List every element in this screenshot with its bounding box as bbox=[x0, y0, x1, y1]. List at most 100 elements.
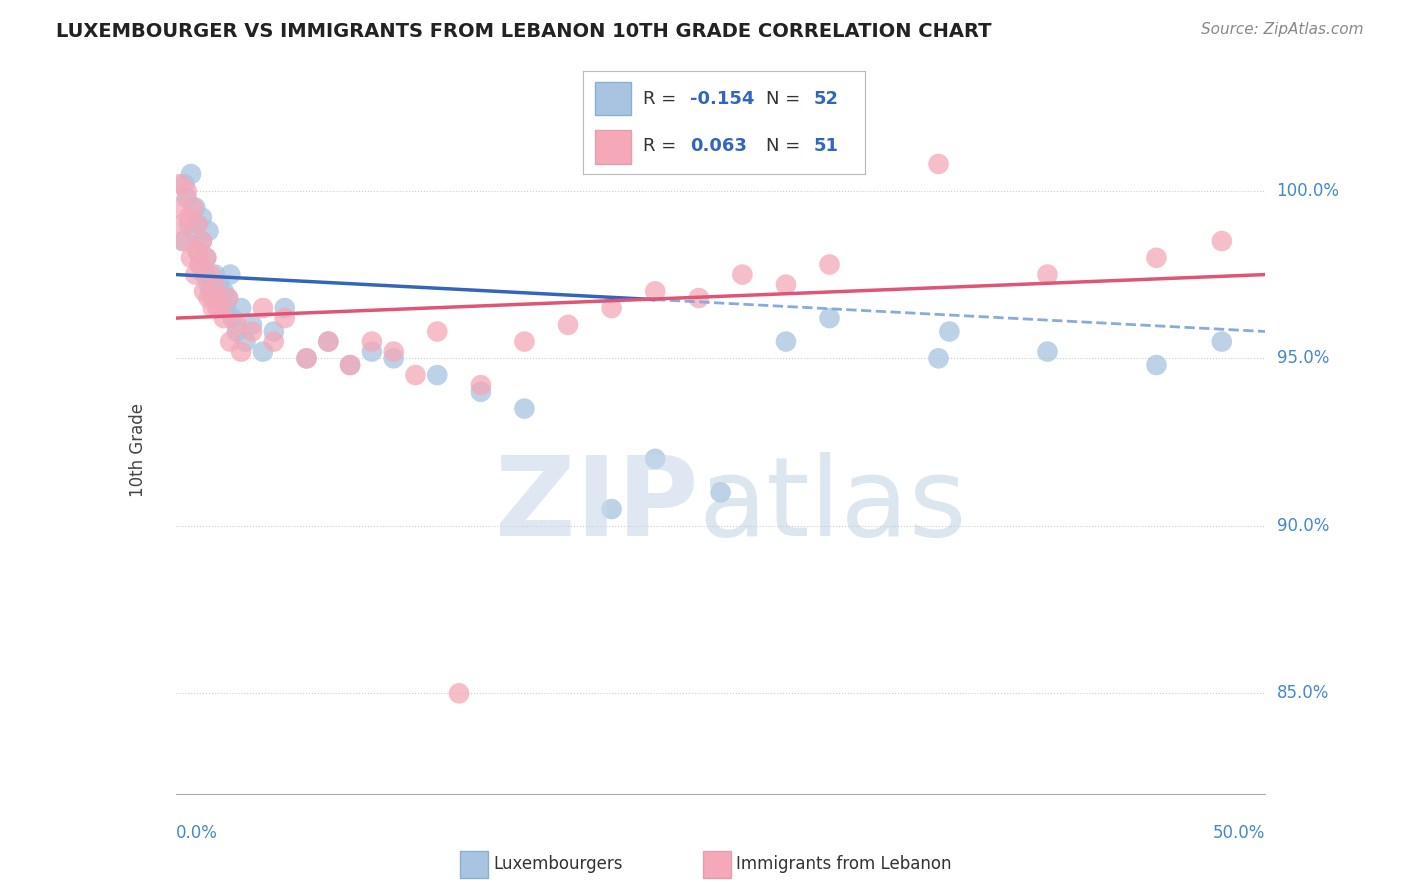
Point bbox=[212, 311, 235, 326]
Point bbox=[197, 291, 219, 305]
Point bbox=[240, 318, 263, 332]
Point bbox=[201, 291, 224, 305]
Text: -0.154: -0.154 bbox=[690, 90, 755, 108]
Point bbox=[263, 325, 285, 339]
Point bbox=[405, 368, 427, 382]
Point bbox=[177, 217, 200, 231]
Point bbox=[513, 401, 536, 416]
Point bbox=[274, 301, 297, 315]
Point bbox=[181, 224, 204, 238]
Text: Luxembourgers: Luxembourgers bbox=[494, 855, 623, 873]
Text: LUXEMBOURGER VS IMMIGRANTS FROM LEBANON 10TH GRADE CORRELATION CHART: LUXEMBOURGER VS IMMIGRANTS FROM LEBANON … bbox=[56, 22, 991, 41]
Point bbox=[600, 502, 623, 516]
Point bbox=[928, 351, 950, 366]
Point bbox=[211, 291, 233, 305]
Text: R =: R = bbox=[643, 137, 682, 155]
Point bbox=[191, 234, 214, 248]
Point bbox=[201, 301, 224, 315]
Point bbox=[225, 325, 247, 339]
Text: 51: 51 bbox=[814, 137, 839, 155]
Text: N =: N = bbox=[766, 90, 806, 108]
Point bbox=[180, 167, 202, 181]
Point bbox=[186, 244, 209, 259]
Point bbox=[181, 201, 204, 215]
Point bbox=[295, 351, 318, 366]
Point bbox=[361, 334, 384, 349]
Text: 52: 52 bbox=[814, 90, 839, 108]
Point bbox=[557, 318, 579, 332]
Point bbox=[1211, 234, 1233, 248]
Text: 50.0%: 50.0% bbox=[1213, 824, 1265, 842]
Point bbox=[219, 268, 242, 282]
Point bbox=[710, 485, 733, 500]
Text: N =: N = bbox=[766, 137, 806, 155]
Point bbox=[204, 277, 226, 292]
Point bbox=[225, 318, 247, 332]
Point bbox=[191, 234, 214, 248]
Point bbox=[221, 311, 243, 326]
Point bbox=[318, 334, 340, 349]
Point bbox=[195, 251, 218, 265]
Text: 0.0%: 0.0% bbox=[176, 824, 218, 842]
Point bbox=[818, 258, 841, 272]
Point bbox=[215, 301, 238, 315]
Point bbox=[775, 334, 797, 349]
Text: 95.0%: 95.0% bbox=[1277, 350, 1329, 368]
Point bbox=[274, 311, 297, 326]
Point bbox=[295, 351, 318, 366]
Point bbox=[1036, 344, 1059, 359]
Point bbox=[1146, 358, 1168, 372]
Point bbox=[186, 217, 209, 231]
Point bbox=[169, 177, 191, 191]
Point bbox=[231, 344, 253, 359]
Point bbox=[426, 368, 449, 382]
Point bbox=[205, 291, 228, 305]
Text: 10th Grade: 10th Grade bbox=[128, 403, 146, 498]
Point bbox=[188, 258, 211, 272]
Point bbox=[252, 344, 274, 359]
Point bbox=[235, 334, 257, 349]
FancyBboxPatch shape bbox=[595, 82, 631, 115]
Point bbox=[688, 291, 710, 305]
Point bbox=[928, 157, 950, 171]
Point bbox=[1146, 251, 1168, 265]
Point bbox=[382, 351, 405, 366]
Point bbox=[186, 244, 209, 259]
Text: 0.063: 0.063 bbox=[690, 137, 747, 155]
Text: atlas: atlas bbox=[699, 452, 967, 559]
Point bbox=[172, 234, 194, 248]
Point bbox=[204, 268, 226, 282]
Point bbox=[197, 224, 219, 238]
Point bbox=[775, 277, 797, 292]
Point bbox=[938, 325, 960, 339]
Point bbox=[318, 334, 340, 349]
Point bbox=[263, 334, 285, 349]
Point bbox=[173, 177, 195, 191]
Point bbox=[208, 301, 231, 315]
Point bbox=[208, 277, 231, 292]
FancyBboxPatch shape bbox=[595, 130, 631, 163]
Point bbox=[219, 334, 242, 349]
Point bbox=[205, 301, 228, 315]
Point bbox=[200, 268, 222, 282]
Point bbox=[195, 251, 218, 265]
Text: 90.0%: 90.0% bbox=[1277, 516, 1329, 535]
Point bbox=[177, 211, 200, 225]
Point bbox=[186, 217, 209, 231]
Point bbox=[188, 258, 211, 272]
Text: R =: R = bbox=[643, 90, 682, 108]
Point bbox=[339, 358, 361, 372]
Point bbox=[231, 301, 253, 315]
Point bbox=[200, 285, 222, 299]
Point bbox=[217, 291, 239, 305]
Point bbox=[426, 325, 449, 339]
Point bbox=[212, 285, 235, 299]
Point bbox=[339, 358, 361, 372]
Point bbox=[470, 384, 492, 399]
Text: Source: ZipAtlas.com: Source: ZipAtlas.com bbox=[1201, 22, 1364, 37]
Point bbox=[818, 311, 841, 326]
Point bbox=[217, 291, 239, 305]
FancyBboxPatch shape bbox=[703, 851, 731, 878]
Text: Immigrants from Lebanon: Immigrants from Lebanon bbox=[735, 855, 952, 873]
Point bbox=[447, 686, 470, 700]
